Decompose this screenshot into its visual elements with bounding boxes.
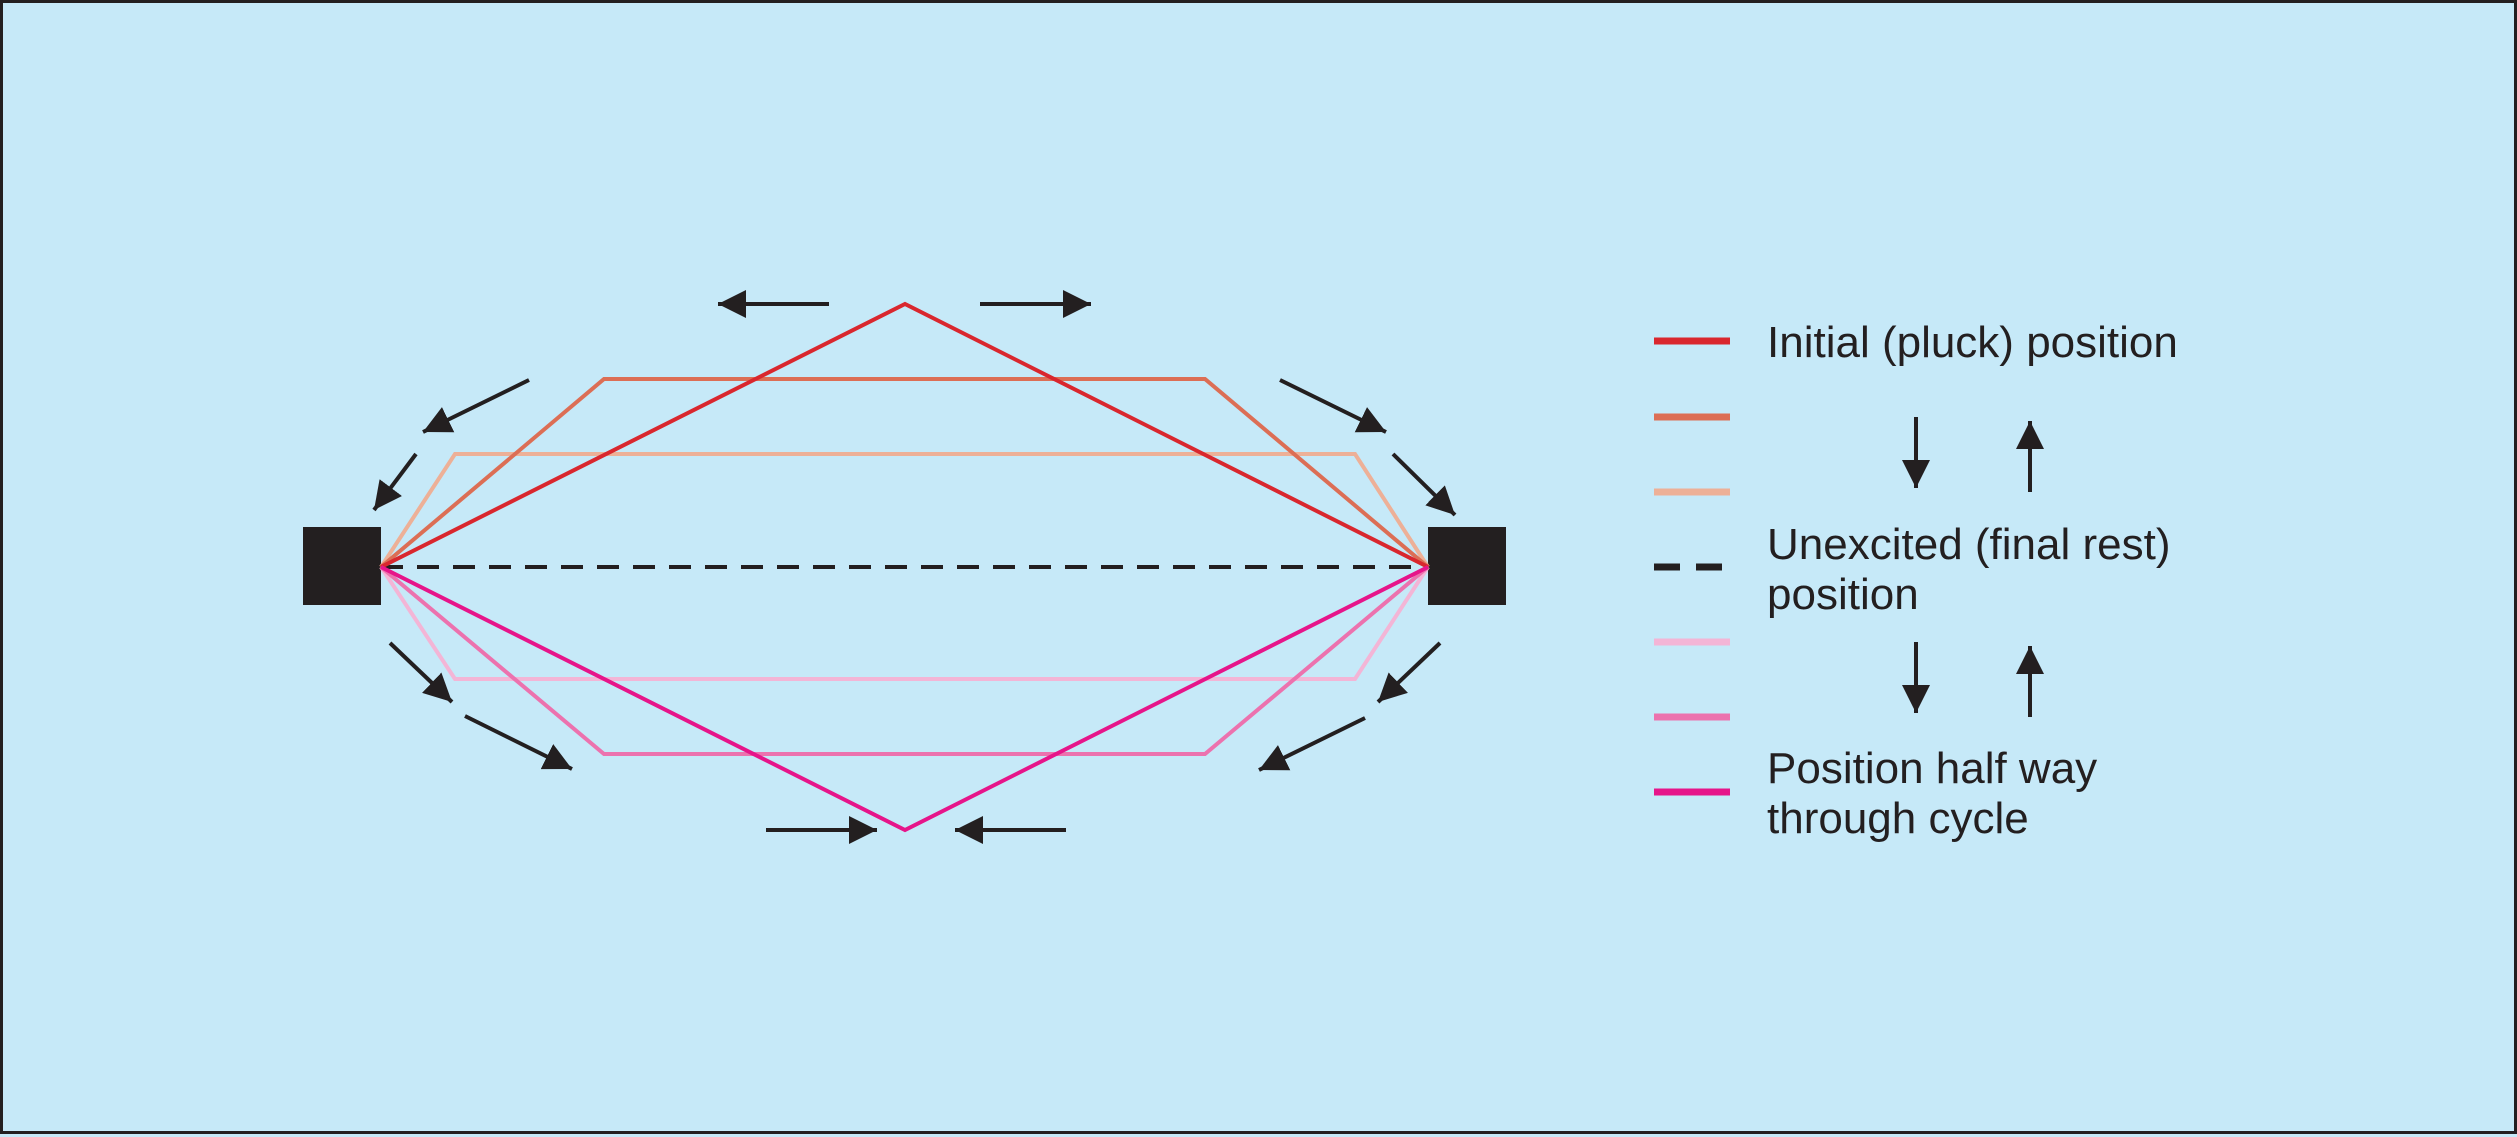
arrow-lower-right-icon [1258, 716, 1366, 772]
string-position-lower-2 [379, 565, 1430, 756]
string-position-initial [380, 301, 1429, 569]
arrow-right-lower-icon [1376, 641, 1442, 704]
legend-label-half-line2: through cycle [1767, 794, 2029, 843]
left-anchor-block [303, 527, 381, 605]
arrow-upper-right-icon [1279, 378, 1387, 434]
string-position-upper-3 [379, 452, 1430, 569]
string-position-half-cycle [380, 565, 1429, 833]
legend [1654, 337, 2044, 796]
arrow-left-lower-icon [388, 641, 454, 704]
vibrating-string-diagram [303, 290, 2044, 844]
arrow-right-down-icon [1391, 452, 1457, 517]
motion-arrows [372, 290, 1457, 844]
string-position-lower-1 [379, 565, 1430, 681]
arrow-lower-left-icon [464, 714, 573, 771]
arrow-upper-left-icon [422, 378, 530, 434]
legend-label-initial: Initial (pluck) position [1767, 318, 2178, 367]
legend-label-half-line1: Position half way [1767, 744, 2098, 793]
legend-label-rest-line2: position [1767, 570, 1919, 619]
arrow-left-down-icon [372, 452, 418, 512]
right-anchor-block [1428, 527, 1506, 605]
string-position-upper-2 [379, 377, 1430, 569]
legend-label-rest-line1: Unexcited (final rest) [1767, 520, 2171, 569]
